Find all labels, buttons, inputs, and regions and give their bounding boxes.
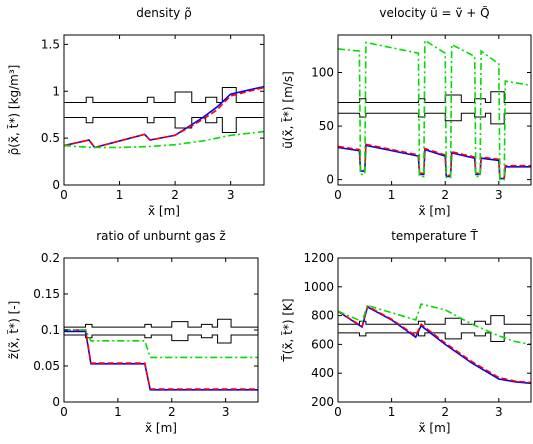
geometry-lower-wall <box>338 112 531 125</box>
x-tick-label: 3 <box>495 188 503 202</box>
geometry-lower-wall <box>64 117 264 133</box>
series-line-3 <box>64 130 264 149</box>
x-tick-label: 0 <box>60 405 68 419</box>
x-tick-label: 1 <box>116 188 124 202</box>
plot-frame <box>63 34 265 186</box>
x-tick-label: 3 <box>227 188 235 202</box>
geometry-upper-wall <box>64 318 258 328</box>
y-axis-label: T̃(x̃, t̃*) [K] <box>281 298 295 362</box>
y-tick-label: 0.15 <box>33 287 60 301</box>
chart-title: ratio of unburnt gas z̃ <box>96 229 225 243</box>
y-tick-label: 600 <box>311 337 334 351</box>
series-line-3 <box>338 303 531 346</box>
x-tick-label: 1 <box>114 405 122 419</box>
chart-title: temperature T̃ <box>391 229 478 243</box>
y-tick-label: 200 <box>311 395 334 409</box>
geometry-lower-wall <box>338 332 531 343</box>
y-tick-label: 0 <box>326 173 334 187</box>
series-line-1 <box>338 144 531 180</box>
y-tick-label: 1.5 <box>41 37 60 51</box>
x-tick-label: 2 <box>168 405 176 419</box>
geometry-upper-wall <box>64 87 264 103</box>
x-tick-label: 1 <box>388 405 396 419</box>
y-tick-label: 0.5 <box>41 131 60 145</box>
y-tick-label: 100 <box>311 66 334 80</box>
series-line-2 <box>64 329 258 390</box>
chart-title: density ρ̃ <box>136 6 191 20</box>
x-axis-label: x̃ [m] <box>148 204 180 218</box>
x-tick-label: 0 <box>60 188 68 202</box>
y-tick-label: 50 <box>319 119 334 133</box>
x-axis-label: x̃ [m] <box>145 421 177 435</box>
geometry-lower-wall <box>64 334 258 344</box>
y-axis-label: z̃(x̃, t̃*) [-] <box>7 301 21 360</box>
x-tick-label: 1 <box>388 188 396 202</box>
plot-frame <box>63 257 259 403</box>
y-tick-label: 0.2 <box>41 251 60 265</box>
series-line-3 <box>338 38 531 181</box>
y-tick-label: 800 <box>311 309 334 323</box>
geometry-upper-wall <box>338 91 531 103</box>
x-tick-label: 0 <box>334 405 342 419</box>
series-line-2 <box>64 86 264 149</box>
x-tick-label: 3 <box>222 405 230 419</box>
geometry-upper-wall <box>338 315 531 325</box>
y-tick-label: 0 <box>52 178 60 192</box>
series-line-2 <box>338 305 531 384</box>
plot-frame <box>337 34 532 186</box>
y-tick-label: 0 <box>52 395 60 409</box>
x-tick-label: 2 <box>441 405 449 419</box>
y-tick-label: 0.05 <box>33 359 60 373</box>
chart-title: velocity ũ = ṽ + Q̃ <box>379 6 489 20</box>
x-axis-label: x̃ [m] <box>419 204 451 218</box>
y-axis-label: ρ̃(x̃, t̃*) [kg/m³] <box>7 65 21 156</box>
x-tick-label: 2 <box>441 188 449 202</box>
y-tick-label: 1 <box>52 84 60 98</box>
y-tick-label: 1200 <box>303 251 334 265</box>
x-tick-label: 0 <box>334 188 342 202</box>
series-line-1 <box>338 305 531 385</box>
x-axis-label: x̃ [m] <box>419 421 451 435</box>
x-tick-label: 2 <box>171 188 179 202</box>
x-tick-label: 3 <box>495 405 503 419</box>
y-axis-label: ũ(x̃, t̃*) [m/s] <box>281 71 295 149</box>
y-tick-label: 0.1 <box>41 323 60 337</box>
series-line-2 <box>338 143 531 179</box>
y-tick-label: 1000 <box>303 280 334 294</box>
y-tick-label: 400 <box>311 366 334 380</box>
plot-frame <box>337 257 532 403</box>
series-line-3 <box>64 329 258 359</box>
